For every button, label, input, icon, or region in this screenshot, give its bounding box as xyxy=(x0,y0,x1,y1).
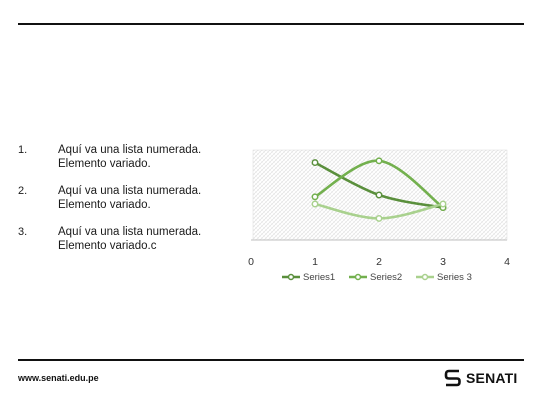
list-item-text: Aquí va una lista numerada. Elemento var… xyxy=(58,225,201,253)
line-chart: 0 1 2 3 4 Series1 Series2 Series 3 xyxy=(248,149,510,283)
list-item: 1. Aquí va una lista numerada. Elemento … xyxy=(18,140,248,181)
bottom-divider xyxy=(18,359,524,361)
legend-marker xyxy=(287,273,295,281)
list-item-line: Aquí va una lista numerada. xyxy=(58,144,202,156)
senati-logo: SENATI xyxy=(444,368,518,388)
numbered-list: 1. Aquí va una lista numerada. Elemento … xyxy=(18,140,248,263)
data-point xyxy=(375,157,383,165)
legend-label: Series 3 xyxy=(437,272,472,283)
legend-entry: Series1 xyxy=(282,272,335,283)
legend-label: Series2 xyxy=(370,272,402,283)
legend-entry: Series2 xyxy=(349,272,402,283)
data-point xyxy=(311,193,319,201)
list-item-number: 3. xyxy=(18,226,28,238)
legend-marker xyxy=(354,273,362,281)
list-item-line: Elemento variado.c xyxy=(58,240,157,252)
series-layer xyxy=(311,157,447,222)
x-tick-label: 3 xyxy=(440,256,446,268)
senati-s-icon xyxy=(444,369,461,387)
x-tick-label: 2 xyxy=(376,256,382,268)
chart-legend: Series1 Series2 Series 3 xyxy=(282,272,472,283)
x-tick-label: 0 xyxy=(248,256,254,268)
list-item-line: Aquí va una lista numerada. xyxy=(58,226,202,238)
top-divider xyxy=(18,23,524,25)
legend-label: Series1 xyxy=(303,272,335,283)
footer-url[interactable]: www.senati.edu.pe xyxy=(18,373,99,383)
data-point xyxy=(375,191,383,199)
list-item-number: 2. xyxy=(18,185,28,197)
data-point xyxy=(439,200,447,208)
legend-entry: Series 3 xyxy=(416,272,472,283)
x-tick-labels: 0 1 2 3 4 xyxy=(248,256,510,268)
x-tick-label: 4 xyxy=(504,256,510,268)
legend-marker xyxy=(421,273,429,281)
list-item-text: Aquí va una lista numerada. Elemento var… xyxy=(58,184,201,212)
data-point xyxy=(311,200,319,208)
list-item: 3. Aquí va una lista numerada. Elemento … xyxy=(18,222,248,263)
data-point xyxy=(375,214,383,222)
list-item-line: Elemento variado. xyxy=(58,199,151,211)
list-item-text: Aquí va una lista numerada. Elemento var… xyxy=(58,143,201,171)
list-item-line: Elemento variado. xyxy=(58,158,151,170)
list-item-line: Aquí va una lista numerada. xyxy=(58,185,202,197)
list-item: 2. Aquí va una lista numerada. Elemento … xyxy=(18,181,248,222)
data-point xyxy=(311,159,319,167)
logo-text: SENATI xyxy=(466,370,518,386)
list-item-number: 1. xyxy=(18,144,28,156)
x-tick-label: 1 xyxy=(312,256,318,268)
